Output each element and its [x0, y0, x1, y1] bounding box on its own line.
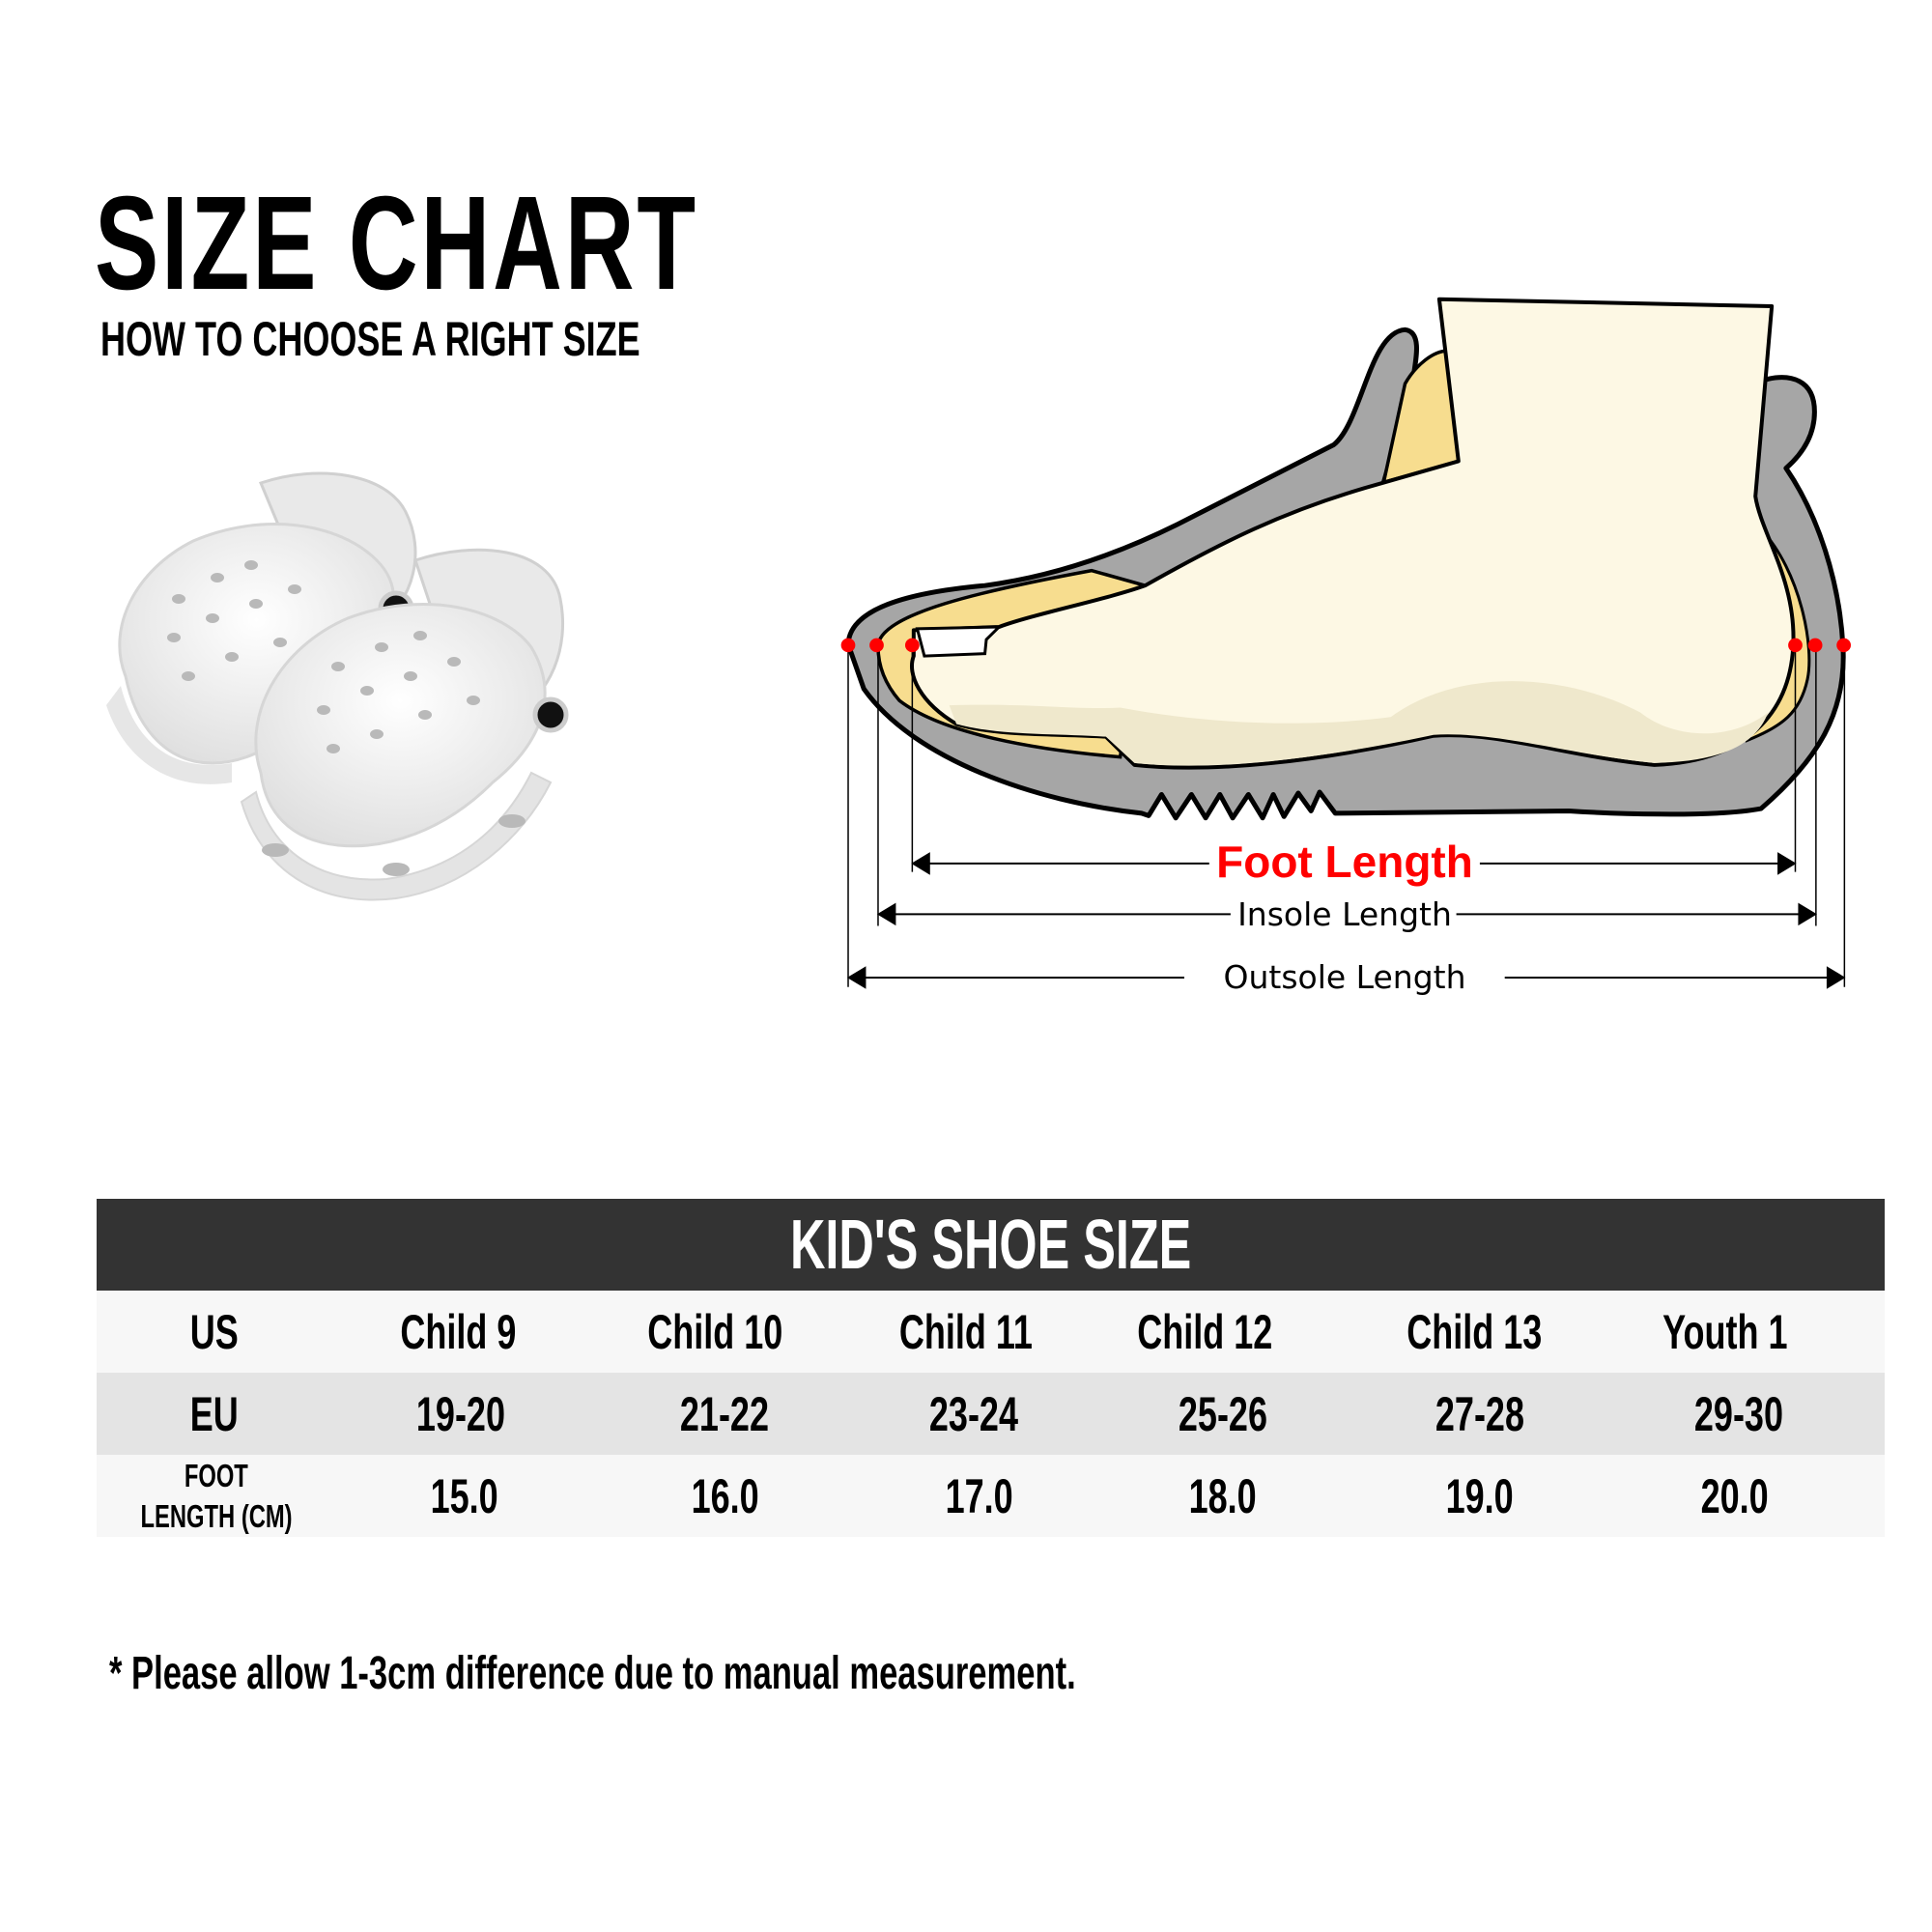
toenail-shape: [918, 627, 1000, 656]
table-cell: 23-24: [858, 1373, 1090, 1455]
table-cell: 19.0: [1364, 1455, 1596, 1537]
size-table: KID'S SHOE SIZE US Child 9 Child 10 Chil…: [97, 1199, 1885, 1537]
table-cell: 18.0: [1107, 1455, 1339, 1537]
page-title: SIZE CHART: [95, 169, 698, 318]
right-clog: [240, 548, 569, 901]
cell-value: Child 12: [1136, 1304, 1273, 1359]
row-label-cell: EU: [99, 1373, 330, 1455]
table-cell: 19-20: [345, 1373, 577, 1455]
clog-vent-holes: [167, 560, 526, 876]
cell-value: 18.0: [1188, 1468, 1258, 1523]
table-cell: 16.0: [610, 1455, 841, 1537]
measurement-guides: [848, 646, 1844, 986]
table-cell: Child 10: [599, 1291, 831, 1373]
measurement-footnote: * Please allow 1-3cm difference due to m…: [109, 1648, 1076, 1699]
size-table-title-bar: KID'S SHOE SIZE: [97, 1199, 1885, 1291]
table-cell: Child 12: [1089, 1291, 1321, 1373]
page-subtitle: HOW TO CHOOSE A RIGHT SIZE: [100, 312, 640, 366]
table-cell: 25-26: [1107, 1373, 1339, 1455]
cell-value: 20.0: [1700, 1468, 1770, 1523]
rivet-icon: [532, 696, 569, 733]
cell-value: 19.0: [1445, 1468, 1515, 1523]
cell-value: 27-28: [1435, 1386, 1525, 1441]
row-label: EU: [189, 1386, 240, 1441]
row-label-cell: FOOT LENGTH (CM): [100, 1455, 332, 1537]
row-label-cell: US: [99, 1291, 330, 1373]
insole-length-arrow: [876, 902, 1817, 926]
foot-length-arrow: [911, 852, 1797, 875]
table-cell: Child 11: [850, 1291, 1082, 1373]
cell-value: 15.0: [430, 1468, 499, 1523]
row-label-line2: LENGTH (CM): [140, 1497, 293, 1534]
foot-length-label: Foot Length: [1216, 837, 1473, 887]
table-row-foot-length: FOOT LENGTH (CM) 15.0 16.0 17.0 18.0 19.…: [97, 1455, 1885, 1537]
table-cell: Youth 1: [1609, 1291, 1841, 1373]
cell-value: 25-26: [1178, 1386, 1268, 1441]
outsole-length-label: Outsole Length: [1224, 958, 1466, 996]
cell-value: 29-30: [1693, 1386, 1784, 1441]
table-cell: 29-30: [1623, 1373, 1855, 1455]
size-table-title: KID'S SHOE SIZE: [789, 1206, 1192, 1284]
table-cell: Child 9: [342, 1291, 574, 1373]
table-cell: 17.0: [864, 1455, 1095, 1537]
foot-measurement-diagram: Foot Length Insole Length Outsole Length: [840, 290, 1851, 996]
row-label-line1: FOOT: [185, 1458, 248, 1494]
table-cell: 15.0: [349, 1455, 581, 1537]
table-cell: 27-28: [1364, 1373, 1596, 1455]
outsole-length-arrow: [846, 966, 1846, 989]
cell-value: 21-22: [679, 1386, 770, 1441]
cell-value: Child 13: [1406, 1304, 1543, 1359]
cell-value: Child 10: [646, 1304, 783, 1359]
table-cell: 21-22: [609, 1373, 840, 1455]
foot-sole-shadow: [949, 681, 1769, 766]
table-cell: Child 13: [1358, 1291, 1590, 1373]
cell-value: 19-20: [415, 1386, 506, 1441]
row-label: US: [189, 1304, 240, 1359]
foot-shape: [912, 299, 1794, 768]
clog-product-image: [106, 471, 569, 901]
table-row-eu: EU 19-20 21-22 23-24 25-26 27-28 29-30: [97, 1373, 1885, 1455]
cell-value: 17.0: [945, 1468, 1014, 1523]
cell-value: 16.0: [691, 1468, 760, 1523]
insole-length-label: Insole Length: [1237, 895, 1452, 933]
cell-value: 23-24: [928, 1386, 1019, 1441]
left-clog: [106, 471, 417, 784]
cell-value: Child 9: [399, 1304, 517, 1359]
measurement-points: [840, 638, 1851, 653]
cell-value: Youth 1: [1662, 1304, 1788, 1359]
table-row-us: US Child 9 Child 10 Child 11 Child 12 Ch…: [97, 1291, 1885, 1373]
table-cell: 20.0: [1619, 1455, 1851, 1537]
cell-value: Child 11: [898, 1304, 1034, 1359]
